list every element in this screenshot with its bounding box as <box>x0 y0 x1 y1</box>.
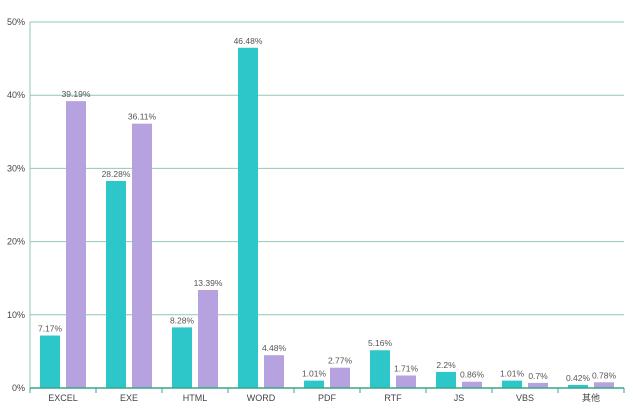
data-label: 4.48% <box>262 343 287 353</box>
bar <box>238 47 258 389</box>
bar <box>370 350 390 388</box>
data-label: 0.78% <box>592 370 617 380</box>
bar <box>106 180 126 388</box>
bar <box>66 101 86 388</box>
bar <box>462 381 482 388</box>
bar <box>528 382 548 388</box>
grid-lines <box>30 21 624 316</box>
data-label: 39.19% <box>62 89 91 99</box>
bar <box>132 123 152 388</box>
y-tick-label: 20% <box>7 237 25 247</box>
data-label: 8.28% <box>170 315 195 325</box>
bar <box>436 371 456 388</box>
x-category-label: PDF <box>318 393 337 403</box>
x-category-label: HTML <box>183 393 208 403</box>
y-tick-label: 30% <box>7 163 25 173</box>
data-label: 36.11% <box>128 112 157 122</box>
x-category-label: RTF <box>384 393 402 403</box>
y-axis-tick-labels: 0% 10% 20% 30% 40% 50% <box>7 17 25 393</box>
bar <box>396 375 416 388</box>
y-tick-label: 0% <box>12 383 25 393</box>
bar <box>330 367 350 388</box>
bar <box>40 335 60 388</box>
data-label: 28.28% <box>102 169 131 179</box>
x-axis-category-labels: EXCEL EXE HTML WORD PDF RTF JS VBS 其他 <box>48 392 600 403</box>
x-axis <box>29 22 625 393</box>
x-category-label: VBS <box>516 393 534 403</box>
bars <box>40 47 614 389</box>
x-category-label: EXE <box>120 393 138 403</box>
data-labels: 7.17% 39.19% 28.28% 36.11% 8.28% 13.39% 46.48%… <box>38 36 617 383</box>
data-label: 1.01% <box>302 369 327 379</box>
bar <box>568 384 588 388</box>
data-label: 0.86% <box>460 370 485 380</box>
data-label: 2.77% <box>328 356 353 366</box>
bar <box>502 380 522 388</box>
x-category-label: WORD <box>247 393 276 403</box>
y-tick-label: 40% <box>7 90 25 100</box>
data-label: 0.7% <box>528 371 548 381</box>
bar <box>172 327 192 388</box>
y-tick-label: 50% <box>7 17 25 27</box>
x-category-label: 其他 <box>582 392 600 403</box>
x-category-label: EXCEL <box>48 393 78 403</box>
x-category-label: JS <box>454 393 465 403</box>
data-label: 7.17% <box>38 324 63 334</box>
bar <box>264 355 284 388</box>
data-label: 13.39% <box>194 278 223 288</box>
bar <box>304 380 324 388</box>
data-label: 0.42% <box>566 373 591 383</box>
data-label: 2.2% <box>436 360 456 370</box>
bar <box>198 289 218 388</box>
y-tick-label: 10% <box>7 310 25 320</box>
data-label: 5.16% <box>368 338 393 348</box>
data-label: 46.48% <box>234 36 263 46</box>
data-label: 1.01% <box>500 369 525 379</box>
data-label: 1.71% <box>394 363 419 373</box>
bar <box>594 382 614 388</box>
